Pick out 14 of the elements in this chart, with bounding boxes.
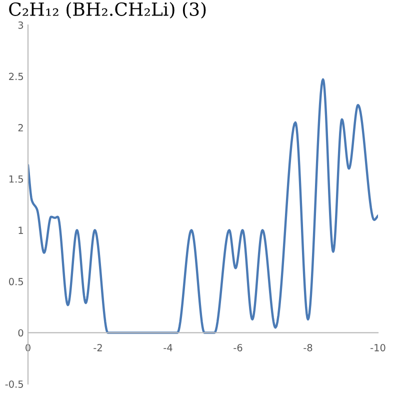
x-tick-label: -10 <box>370 344 386 352</box>
chart-title: C₂H₁₂ (BH₂.CH₂Li) (3) <box>9 2 206 19</box>
x-tick-label: -8 <box>304 344 312 352</box>
x-tick-label: -2 <box>94 344 102 352</box>
y-tick-label: 0 <box>18 329 24 337</box>
y-tick-label: 2.5 <box>9 72 23 80</box>
y-tick-label: 2 <box>18 124 23 132</box>
x-tick-label: -4 <box>164 344 172 352</box>
y-tick-label: 0.5 <box>9 278 23 286</box>
y-tick-label: -0.5 <box>5 380 23 388</box>
y-tick-label: 1 <box>18 226 23 234</box>
x-tick-label: -6 <box>234 344 242 352</box>
y-tick-label: 1.5 <box>9 175 23 183</box>
y-tick-label: 3 <box>18 21 24 29</box>
